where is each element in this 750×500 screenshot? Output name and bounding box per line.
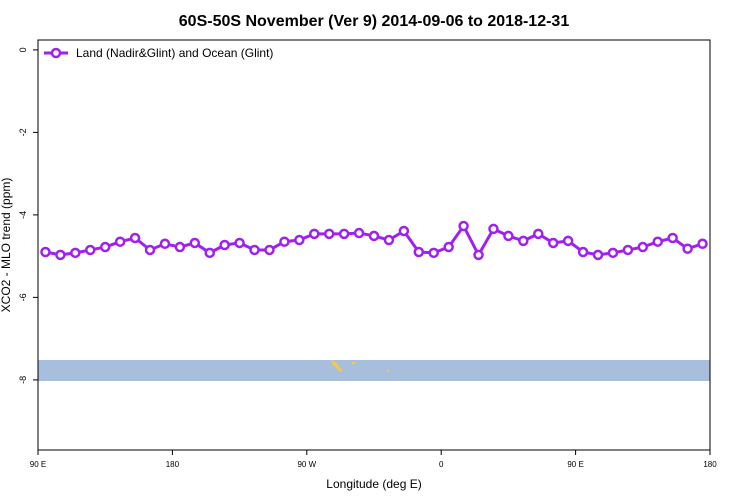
data-point [323, 228, 335, 240]
data-point [667, 232, 678, 244]
data-point [622, 244, 634, 256]
data-point [637, 241, 649, 253]
data-point [204, 247, 215, 259]
y-axis-label: XCO2 - MLO trend (ppm) [0, 178, 13, 313]
data-point [159, 238, 171, 250]
data-point [279, 236, 290, 247]
x-tick-label: 180 [703, 460, 717, 469]
data-point [99, 241, 111, 253]
data-point [473, 249, 484, 261]
data-point [428, 247, 439, 259]
data-point [144, 244, 156, 256]
land-blob [352, 362, 355, 364]
y-tick-label: -2 [18, 128, 28, 136]
data-point [458, 220, 469, 232]
data-point [607, 247, 619, 259]
x-tick-label: 180 [166, 460, 180, 469]
data-point [114, 236, 126, 247]
x-tick-label: 90 E [30, 460, 46, 469]
data-point [55, 249, 66, 261]
data-point [682, 243, 693, 254]
data-point [174, 241, 186, 253]
data-point [219, 239, 230, 251]
legend-label: Land (Nadir&Glint) and Ocean (Glint) [76, 46, 273, 60]
x-tick-label: 90 W [297, 460, 316, 469]
data-point [338, 228, 350, 240]
land-blob [331, 360, 343, 372]
data-point [518, 235, 529, 247]
data-point [413, 246, 425, 258]
legend-marker [50, 47, 62, 59]
data-point [577, 246, 589, 258]
data-point [697, 238, 708, 250]
data-point [353, 227, 365, 239]
data-point [488, 223, 499, 235]
land-blob [387, 370, 389, 372]
data-point [533, 228, 544, 240]
data-point [189, 237, 201, 249]
data-point [85, 244, 96, 256]
x-tick-label: 0 [439, 460, 444, 469]
y-tick-label: -4 [18, 211, 28, 219]
data-point [383, 234, 395, 246]
data-point [443, 241, 454, 253]
data-point [652, 236, 663, 247]
data-point [368, 230, 380, 242]
data-point [547, 237, 559, 249]
y-tick-label: -6 [18, 293, 28, 301]
data-point [249, 244, 260, 256]
data-point [398, 225, 410, 237]
chart-title: 60S-50S November (Ver 9) 2014-09-06 to 2… [179, 13, 570, 30]
x-axis-label: Longitude (deg E) [326, 477, 421, 491]
data-point [592, 249, 604, 261]
data-point [264, 244, 275, 256]
y-tick-label: 0 [18, 47, 28, 52]
data-point [40, 246, 51, 258]
x-tick-label: 90 E [567, 460, 583, 469]
data-point [129, 232, 141, 244]
ocean-band [38, 360, 710, 381]
y-tick-label: -8 [18, 376, 28, 384]
plot-frame [37, 39, 711, 451]
data-point [503, 230, 514, 242]
data-point [294, 234, 305, 246]
data-point [70, 247, 81, 259]
data-point [234, 237, 245, 249]
data-point [309, 228, 320, 240]
data-point [562, 235, 574, 247]
